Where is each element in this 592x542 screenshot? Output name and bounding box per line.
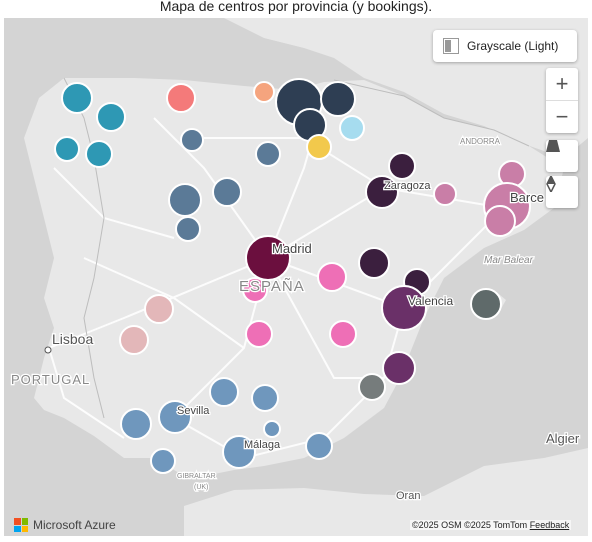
map-style-button[interactable]: Grayscale (Light) [433,30,577,62]
zoom-controls: + − [546,68,578,133]
bubble-jaen[interactable] [251,384,279,412]
label-algiers: Algier [546,431,580,446]
pitch-icon [546,140,578,172]
label-valencia: Valencia [408,294,453,308]
bubble-cordoba[interactable] [209,377,239,407]
label-sevilla: Sevilla [177,405,210,417]
zoom-in-button[interactable]: + [555,71,569,96]
bubble-murcia[interactable] [358,373,386,401]
bubble-alicante[interactable] [382,351,416,385]
label-malaga: Málaga [244,439,281,451]
lisboa-dot [44,346,52,354]
map-style-label: Grayscale (Light) [467,39,559,53]
label-portugal: PORTUGAL [11,372,90,387]
bubble-asturias[interactable] [166,83,196,113]
bubble-pontevedra[interactable] [54,136,80,162]
attribution-osm[interactable]: ©2025 OSM [412,520,462,530]
map-style-icon [443,38,459,54]
bubble-madrid[interactable] [245,235,291,281]
bubble-zamora[interactable] [168,183,202,217]
map-canvas[interactable]: Madrid ESPAÑA Zaragoza Barce Valencia Li… [4,18,588,536]
feedback-link[interactable]: Feedback [529,520,570,530]
bubble-burgos[interactable] [255,141,281,167]
bubble-leon[interactable] [180,128,204,152]
zoom-out-button[interactable]: − [555,104,569,129]
bubble-ciudad-real[interactable] [245,320,273,348]
bubble-a-coruna[interactable] [61,82,93,114]
label-zaragoza: Zaragoza [384,180,431,192]
label-oran: Oran [396,490,420,502]
label-madrid: Madrid [272,241,312,256]
bubble-albacete[interactable] [329,320,357,348]
bubble-almeria[interactable] [305,432,333,460]
bubble-ourense[interactable] [85,140,113,168]
bubble-la-rioja[interactable] [306,134,332,160]
attribution: ©2025 OSM ©2025 TomTom Feedback [410,520,572,530]
map-svg: Madrid ESPAÑA Zaragoza Barce Valencia Li… [10,18,588,536]
label-gibraltar-uk: (UK) [194,484,208,491]
bubble-cantabria[interactable] [253,81,275,103]
compass-control[interactable] [546,176,578,208]
bubble-lleida[interactable] [433,182,457,206]
label-barcelona: Barce [510,190,544,205]
bubble-cuenca[interactable] [358,247,390,279]
bubble-baleares[interactable] [470,288,502,320]
bubble-sevilla[interactable] [158,400,192,434]
bubble-badajoz[interactable] [119,325,149,355]
label-mar-balear: Mar Balear [484,255,534,266]
label-andorra: ANDORRA [460,137,501,146]
bubble-layer [54,78,531,474]
bubble-huesca[interactable] [388,152,416,180]
bubble-tarragona[interactable] [484,205,516,237]
microsoft-azure-logo: Microsoft Azure [14,518,116,532]
label-espana: ESPAÑA [239,278,305,295]
attribution-tomtom[interactable]: ©2025 TomTom [464,520,528,530]
bubble-gipuzkoa[interactable] [320,81,356,117]
label-lisboa: Lisboa [52,331,93,347]
bubble-lugo[interactable] [96,102,126,132]
label-gibraltar: GIBRALTAR [177,473,216,480]
bubble-navarra[interactable] [339,115,365,141]
bubble-palencia[interactable] [212,177,242,207]
bubble-cadiz[interactable] [150,448,176,474]
land-africa [184,448,588,536]
bubble-granada[interactable] [263,420,281,438]
bubble-huelva[interactable] [120,408,152,440]
pitch-control[interactable] [546,140,578,172]
chart-title: Mapa de centros por provincia (y booking… [159,0,433,14]
border-lines [63,77,530,419]
zoom-divider [546,100,578,101]
bubble-guadalajara[interactable] [317,262,347,292]
bubble-castellon[interactable] [381,285,427,331]
place-labels: Madrid ESPAÑA Zaragoza Barce Valencia Li… [10,136,581,504]
microsoft-logo-icon [14,518,28,532]
bubble-salamanca[interactable] [175,216,201,242]
bubble-malaga[interactable] [222,435,256,469]
bubble-caceres[interactable] [144,294,174,324]
brand-label: Microsoft Azure [33,518,116,532]
bubble-toledo[interactable] [242,277,268,303]
compass-icon [546,176,578,208]
bubble-zaragoza[interactable] [365,175,399,209]
land-iberia [24,78,564,476]
